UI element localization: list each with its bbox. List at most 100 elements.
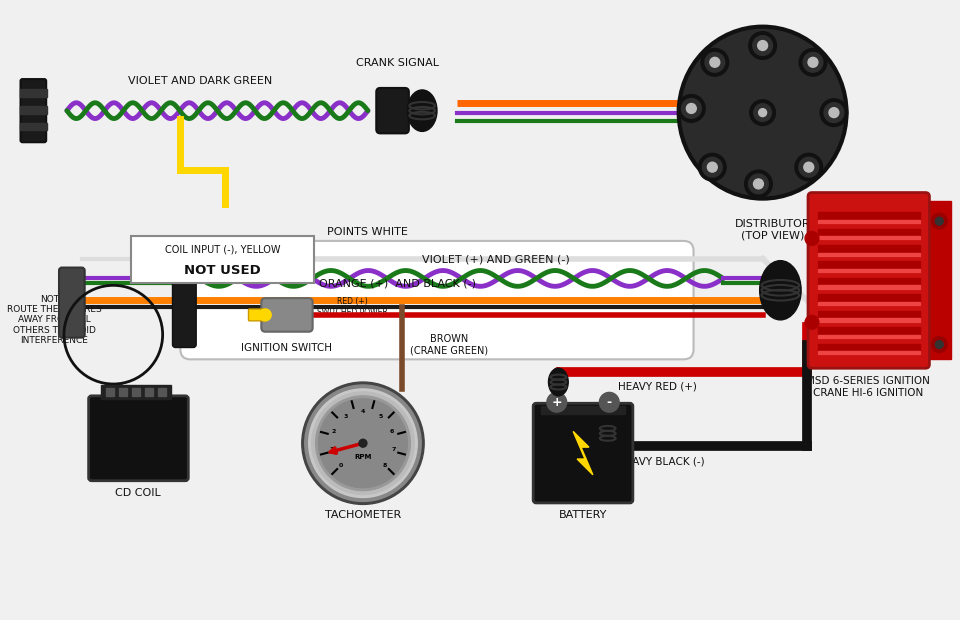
- Circle shape: [754, 104, 772, 122]
- Text: -: -: [607, 396, 612, 409]
- Text: 3: 3: [344, 414, 348, 420]
- Circle shape: [316, 396, 410, 490]
- Bar: [924, 202, 951, 360]
- Text: CRANK SIGNAL: CRANK SIGNAL: [356, 58, 439, 68]
- Circle shape: [682, 99, 701, 118]
- Bar: [818, 302, 920, 305]
- Text: POINTS WHITE: POINTS WHITE: [327, 227, 408, 237]
- Bar: [19, 89, 47, 97]
- Bar: [132, 236, 314, 283]
- Bar: [818, 278, 920, 289]
- FancyBboxPatch shape: [173, 253, 196, 347]
- Bar: [157, 388, 165, 396]
- Text: 1: 1: [330, 447, 334, 452]
- Bar: [818, 252, 920, 255]
- Bar: [145, 388, 153, 396]
- Ellipse shape: [759, 260, 801, 320]
- Ellipse shape: [679, 27, 847, 198]
- Circle shape: [699, 153, 726, 181]
- Bar: [132, 388, 140, 396]
- Bar: [818, 245, 920, 255]
- FancyBboxPatch shape: [808, 193, 929, 368]
- Bar: [541, 406, 625, 414]
- Text: 4: 4: [361, 409, 365, 414]
- Text: COIL INPUT (-), YELLOW: COIL INPUT (-), YELLOW: [164, 245, 280, 255]
- Circle shape: [935, 217, 944, 225]
- Circle shape: [703, 157, 722, 177]
- FancyBboxPatch shape: [533, 403, 633, 503]
- Bar: [107, 388, 114, 396]
- Bar: [818, 212, 920, 223]
- Text: +: +: [551, 396, 563, 409]
- Circle shape: [547, 392, 566, 412]
- Bar: [818, 294, 920, 305]
- Circle shape: [749, 32, 777, 60]
- Bar: [818, 311, 920, 322]
- Circle shape: [824, 103, 844, 123]
- Text: NOT USED: NOT USED: [184, 264, 261, 277]
- Circle shape: [309, 389, 418, 497]
- Bar: [818, 269, 920, 272]
- Circle shape: [931, 337, 948, 352]
- Bar: [818, 343, 920, 355]
- Circle shape: [805, 316, 819, 329]
- Text: VIOLET (+) AND GREEN (-): VIOLET (+) AND GREEN (-): [422, 255, 570, 265]
- Bar: [818, 229, 920, 239]
- Bar: [19, 106, 47, 113]
- Circle shape: [301, 382, 424, 505]
- Circle shape: [686, 104, 696, 113]
- Ellipse shape: [407, 90, 437, 131]
- Text: HEAVY RED (+): HEAVY RED (+): [617, 382, 696, 392]
- Text: 7: 7: [392, 447, 396, 452]
- Bar: [818, 351, 920, 355]
- Circle shape: [757, 40, 768, 50]
- Circle shape: [259, 309, 271, 321]
- Circle shape: [754, 179, 763, 189]
- Circle shape: [359, 440, 367, 447]
- Text: RPM: RPM: [354, 454, 372, 460]
- Circle shape: [709, 58, 720, 67]
- FancyBboxPatch shape: [180, 241, 693, 360]
- Circle shape: [750, 100, 776, 125]
- Text: MSD 6-SERIES IGNITION
CRANE HI-6 IGNITION: MSD 6-SERIES IGNITION CRANE HI-6 IGNITIO…: [806, 376, 930, 397]
- Circle shape: [753, 36, 773, 55]
- Circle shape: [599, 392, 619, 412]
- Text: RED (+)
SWITCHED POWER: RED (+) SWITCHED POWER: [317, 298, 387, 317]
- Circle shape: [304, 385, 421, 502]
- Text: IGNITION SWITCH: IGNITION SWITCH: [242, 343, 332, 353]
- Circle shape: [678, 95, 706, 122]
- Bar: [818, 327, 920, 338]
- FancyBboxPatch shape: [261, 298, 313, 332]
- FancyBboxPatch shape: [59, 268, 84, 338]
- Circle shape: [758, 108, 767, 117]
- Bar: [818, 219, 920, 223]
- FancyBboxPatch shape: [376, 88, 409, 133]
- Bar: [818, 236, 920, 239]
- Circle shape: [799, 48, 827, 76]
- Circle shape: [749, 174, 768, 194]
- Text: TACHOMETER: TACHOMETER: [324, 510, 401, 520]
- Ellipse shape: [548, 368, 568, 396]
- Circle shape: [829, 108, 839, 118]
- Circle shape: [804, 162, 814, 172]
- Bar: [818, 285, 920, 289]
- FancyBboxPatch shape: [20, 79, 46, 142]
- Circle shape: [745, 170, 772, 198]
- Circle shape: [701, 48, 729, 76]
- Text: ORANGE (+)  AND BLACK (-): ORANGE (+) AND BLACK (-): [319, 278, 476, 288]
- Text: 8: 8: [383, 463, 388, 468]
- Circle shape: [804, 53, 823, 72]
- Circle shape: [805, 231, 819, 246]
- Text: DISTRIBUTOR
(TOP VIEW): DISTRIBUTOR (TOP VIEW): [734, 219, 810, 241]
- Text: CD COIL: CD COIL: [115, 488, 161, 498]
- Circle shape: [795, 153, 823, 181]
- Circle shape: [931, 213, 948, 229]
- Bar: [19, 123, 47, 130]
- Polygon shape: [573, 432, 593, 475]
- Text: 2: 2: [331, 428, 336, 433]
- Circle shape: [799, 157, 819, 177]
- Circle shape: [705, 53, 725, 72]
- Circle shape: [808, 58, 818, 67]
- Bar: [102, 385, 171, 399]
- FancyBboxPatch shape: [88, 396, 188, 480]
